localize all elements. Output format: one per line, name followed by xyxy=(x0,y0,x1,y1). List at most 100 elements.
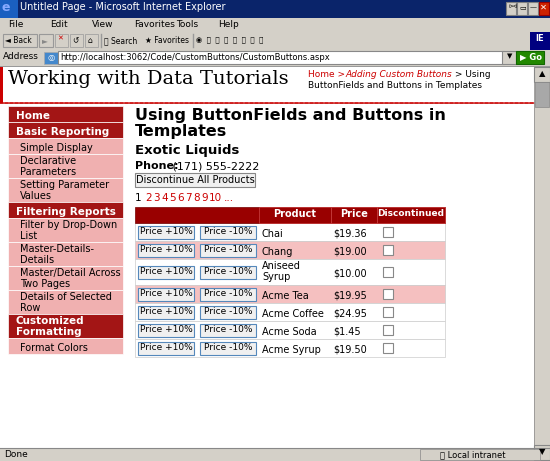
Bar xyxy=(8,154,123,178)
Text: ◄ Back: ◄ Back xyxy=(5,36,32,45)
Text: Master/Detail Across: Master/Detail Across xyxy=(20,268,120,278)
Text: Price: Price xyxy=(340,209,368,219)
Bar xyxy=(383,343,393,353)
Text: Aniseed: Aniseed xyxy=(262,261,301,271)
Bar xyxy=(259,207,331,223)
Text: Syrup: Syrup xyxy=(262,272,290,282)
Text: http://localhost:3062/Code/CustomButtons/CustomButtons.aspx: http://localhost:3062/Code/CustomButtons… xyxy=(60,53,330,61)
Bar xyxy=(138,243,194,256)
Text: IE: IE xyxy=(535,34,543,43)
Text: 7: 7 xyxy=(185,193,191,203)
Text: Simple Display: Simple Display xyxy=(20,142,93,153)
Text: Untitled Page - Microsoft Internet Explorer: Untitled Page - Microsoft Internet Explo… xyxy=(20,2,226,12)
Bar xyxy=(138,225,194,238)
Text: 4: 4 xyxy=(161,193,168,203)
Bar xyxy=(39,34,53,47)
Text: ButtonFields and Buttons in Templates: ButtonFields and Buttons in Templates xyxy=(308,81,482,90)
Text: Price -10%: Price -10% xyxy=(204,227,252,236)
Bar xyxy=(138,342,194,355)
Text: Done: Done xyxy=(4,449,28,459)
Bar xyxy=(135,223,445,241)
Bar xyxy=(138,306,194,319)
Text: ▼: ▼ xyxy=(507,53,513,59)
Text: ▭: ▭ xyxy=(519,4,526,10)
Bar xyxy=(8,218,123,242)
Bar xyxy=(534,445,550,460)
Bar xyxy=(8,242,123,266)
Bar xyxy=(135,207,445,223)
Bar xyxy=(0,67,3,103)
Text: e: e xyxy=(2,1,10,14)
Bar xyxy=(200,342,256,355)
Text: ↺: ↺ xyxy=(72,36,78,45)
Bar xyxy=(8,290,123,314)
Bar xyxy=(383,325,393,335)
Text: ...: ... xyxy=(224,193,234,203)
Bar xyxy=(0,448,550,461)
Text: Phone:: Phone: xyxy=(135,161,179,171)
Text: $19.50: $19.50 xyxy=(333,344,367,355)
Bar xyxy=(8,266,123,290)
Bar xyxy=(55,34,68,47)
Text: > Using: > Using xyxy=(452,70,491,79)
Text: ✕: ✕ xyxy=(57,36,63,42)
Bar xyxy=(135,173,255,187)
Bar xyxy=(516,51,544,64)
Bar xyxy=(530,32,550,50)
Text: Format Colors: Format Colors xyxy=(20,343,88,353)
Text: Price +10%: Price +10% xyxy=(140,267,192,276)
Text: $19.95: $19.95 xyxy=(333,290,367,301)
Text: Formatting: Formatting xyxy=(16,327,81,337)
Bar xyxy=(0,0,550,18)
Bar xyxy=(200,306,256,319)
Text: Declarative: Declarative xyxy=(20,156,76,166)
Bar xyxy=(8,138,123,154)
Text: Discontinued: Discontinued xyxy=(377,209,444,218)
Text: Price +10%: Price +10% xyxy=(140,245,192,254)
Text: Customized: Customized xyxy=(16,316,85,326)
Text: $19.36: $19.36 xyxy=(333,229,367,238)
Text: Details of Selected: Details of Selected xyxy=(20,292,112,302)
Bar xyxy=(200,225,256,238)
Text: Tools: Tools xyxy=(176,20,198,29)
Text: (171) 555-2222: (171) 555-2222 xyxy=(169,161,260,171)
Bar xyxy=(135,241,445,259)
Bar xyxy=(200,243,256,256)
Bar xyxy=(383,289,393,299)
Bar xyxy=(539,2,549,15)
Bar xyxy=(0,18,550,32)
Bar xyxy=(85,34,98,47)
Text: Home: Home xyxy=(16,111,50,120)
Text: ►: ► xyxy=(42,36,48,45)
Text: Working with Data Tutorials: Working with Data Tutorials xyxy=(8,70,289,88)
Bar xyxy=(0,67,550,103)
Text: 6: 6 xyxy=(177,193,184,203)
Bar xyxy=(383,267,393,277)
Text: $24.95: $24.95 xyxy=(333,308,367,319)
Text: View: View xyxy=(92,20,113,29)
Text: Filter by Drop-Down: Filter by Drop-Down xyxy=(20,220,117,230)
Text: Master-Details-: Master-Details- xyxy=(20,244,94,254)
Bar xyxy=(8,314,123,338)
Bar xyxy=(0,104,534,460)
Bar xyxy=(135,339,445,357)
Bar xyxy=(135,321,445,339)
Bar xyxy=(70,34,83,47)
Text: ★ Favorites: ★ Favorites xyxy=(145,36,189,45)
Bar xyxy=(0,66,550,67)
Text: ✕: ✕ xyxy=(540,3,547,12)
Text: Edit: Edit xyxy=(50,20,68,29)
Text: Acme Tea: Acme Tea xyxy=(262,290,309,301)
Text: Home >: Home > xyxy=(308,70,348,79)
Bar xyxy=(135,259,445,285)
Text: Exotic Liquids: Exotic Liquids xyxy=(135,144,239,157)
Text: Adding Custom Buttons: Adding Custom Buttons xyxy=(345,70,452,79)
Bar xyxy=(200,288,256,301)
Bar xyxy=(0,32,550,50)
Text: Price -10%: Price -10% xyxy=(204,307,252,316)
Bar xyxy=(8,178,123,202)
Text: $1.45: $1.45 xyxy=(333,326,361,337)
Bar xyxy=(135,285,445,303)
Text: Address: Address xyxy=(3,52,39,61)
Bar xyxy=(331,207,377,223)
